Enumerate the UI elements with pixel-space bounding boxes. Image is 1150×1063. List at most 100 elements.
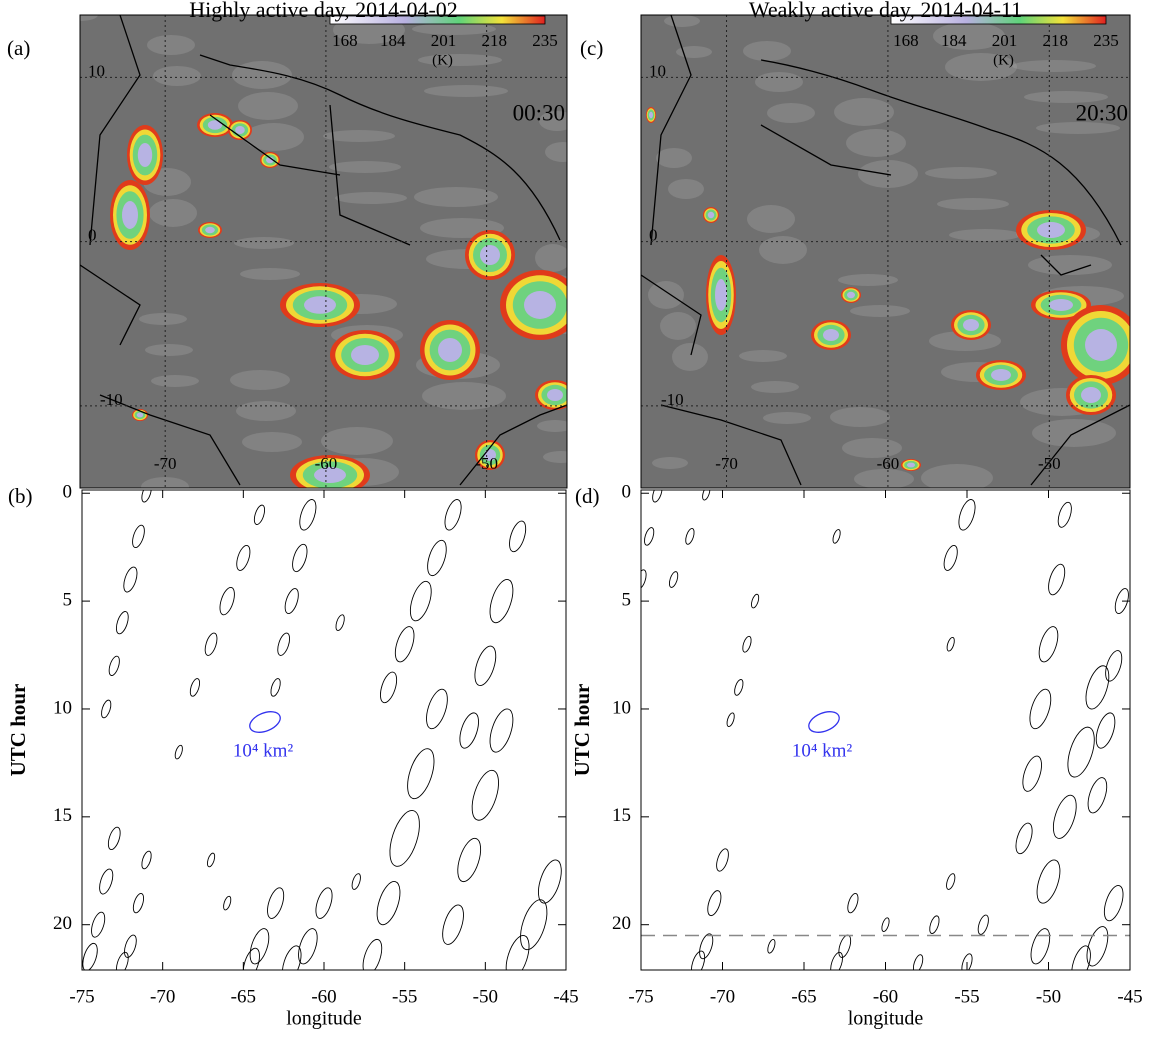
lon-label: -70	[154, 454, 177, 473]
map-title: Highly active day, 2014-04-02	[189, 0, 458, 22]
convective-cloud	[304, 296, 336, 314]
cloud-texture	[412, 23, 496, 35]
convective-cloud	[480, 245, 500, 265]
cloud-texture	[937, 198, 1009, 210]
cloud-ellipse	[376, 881, 401, 926]
cloud-ellipse	[1052, 794, 1077, 839]
cloud-texture	[846, 129, 906, 157]
cloud-ellipse	[832, 529, 841, 544]
cloud-texture	[755, 72, 803, 92]
cloud-ellipse	[389, 810, 420, 867]
cloud-ellipse	[270, 678, 281, 697]
cloud-ellipse	[1095, 712, 1116, 749]
colorbar-tick-label: 184	[941, 31, 967, 50]
colorbar	[329, 15, 546, 25]
x-tick-label: -75	[69, 986, 94, 1007]
cloud-texture	[414, 187, 498, 207]
cloud-ellipse	[742, 635, 752, 653]
cloud-texture	[743, 41, 791, 61]
cloud-texture	[767, 103, 815, 123]
lon-label: -70	[715, 454, 738, 473]
cloud-texture	[945, 53, 1017, 81]
cloud-ellipse	[767, 938, 776, 954]
cloud-ellipse	[141, 850, 152, 870]
cloud-ellipse	[699, 933, 714, 960]
cloud-texture	[153, 66, 201, 86]
cloud-ellipse	[912, 954, 924, 970]
y-tick-label: 0	[622, 482, 632, 503]
cloud-texture	[151, 375, 199, 387]
cloud-ellipse	[91, 911, 106, 938]
cloud-texture	[747, 205, 795, 233]
convective-cloud	[205, 226, 215, 234]
convective-cloud	[649, 111, 653, 119]
cloud-texture	[850, 305, 910, 317]
y-tick-label: 5	[63, 589, 73, 610]
y-tick-label: 10	[53, 697, 72, 718]
cloud-ellipse	[82, 942, 98, 970]
lat-label: 10	[88, 61, 105, 80]
convective-cloud	[1085, 329, 1117, 361]
map-frame	[640, 14, 1131, 489]
plot-frame	[640, 489, 1131, 971]
y-tick-label: 5	[622, 589, 632, 610]
cloud-ellipse	[115, 611, 129, 635]
cloud-ellipse	[174, 744, 183, 760]
cloud-ellipse	[299, 499, 317, 531]
cloud-texture	[418, 54, 502, 66]
convective-cloud	[963, 319, 979, 331]
cloud-ellipse	[442, 904, 464, 945]
convective-cloud	[314, 467, 346, 483]
cloud-texture	[539, 111, 567, 131]
cloud-ellipse	[335, 614, 345, 632]
x-tick-label: -65	[791, 986, 816, 1007]
cloud-texture	[854, 469, 914, 488]
colorbar-unit: (K)	[993, 52, 1014, 68]
cloud-ellipse	[115, 951, 129, 970]
convective-cloud	[991, 369, 1011, 381]
coastline	[80, 15, 567, 486]
cloud-texture	[668, 179, 704, 199]
plot-area	[82, 490, 562, 970]
lat-label: 0	[88, 226, 97, 245]
y-tick-label: 15	[612, 805, 631, 826]
cloud-ellipse	[1048, 563, 1066, 596]
lon-label: -60	[877, 454, 900, 473]
cloud-ellipse	[253, 504, 266, 525]
cloud-ellipse	[1022, 755, 1042, 792]
cloud-ellipse	[457, 837, 482, 883]
cloud-ellipse	[830, 951, 843, 970]
colorbar-tick-label: 168	[332, 31, 358, 50]
convective-cloud	[1081, 387, 1101, 403]
cloud-ellipse	[123, 566, 138, 593]
plot-area	[641, 490, 1130, 970]
cloud-ellipse	[394, 626, 415, 663]
cloud-texture	[660, 312, 696, 340]
cloud-ellipse	[1087, 777, 1108, 814]
cloud-ellipse	[1038, 626, 1059, 663]
cloud-ellipse	[427, 539, 447, 577]
cloud-texture	[652, 457, 688, 469]
cloud-ellipse	[838, 934, 852, 958]
cloud-texture	[230, 370, 290, 390]
cloud-texture	[648, 281, 684, 309]
cloud-ellipse	[351, 873, 361, 890]
legend-ellipse	[808, 711, 840, 733]
lat-label: 10	[649, 61, 666, 80]
convective-cloud	[847, 291, 855, 299]
convective-cloud	[137, 143, 153, 167]
colorbar-tick-label: 201	[992, 31, 1018, 50]
cloud-ellipse	[474, 645, 497, 687]
cloud-texture	[664, 15, 700, 27]
cloud-ellipse	[929, 915, 940, 934]
cloud-ellipse	[277, 632, 291, 656]
x-tick-label: -50	[1036, 986, 1061, 1007]
map-title: Weakly active day, 2014-04-11	[749, 0, 1022, 22]
cloud-texture	[244, 123, 304, 151]
cloud-ellipse	[489, 708, 514, 753]
x-tick-label: -70	[710, 986, 735, 1007]
convective-cloud	[207, 120, 223, 130]
y-tick-label: 20	[53, 913, 72, 934]
cloud-ellipse	[380, 671, 398, 704]
